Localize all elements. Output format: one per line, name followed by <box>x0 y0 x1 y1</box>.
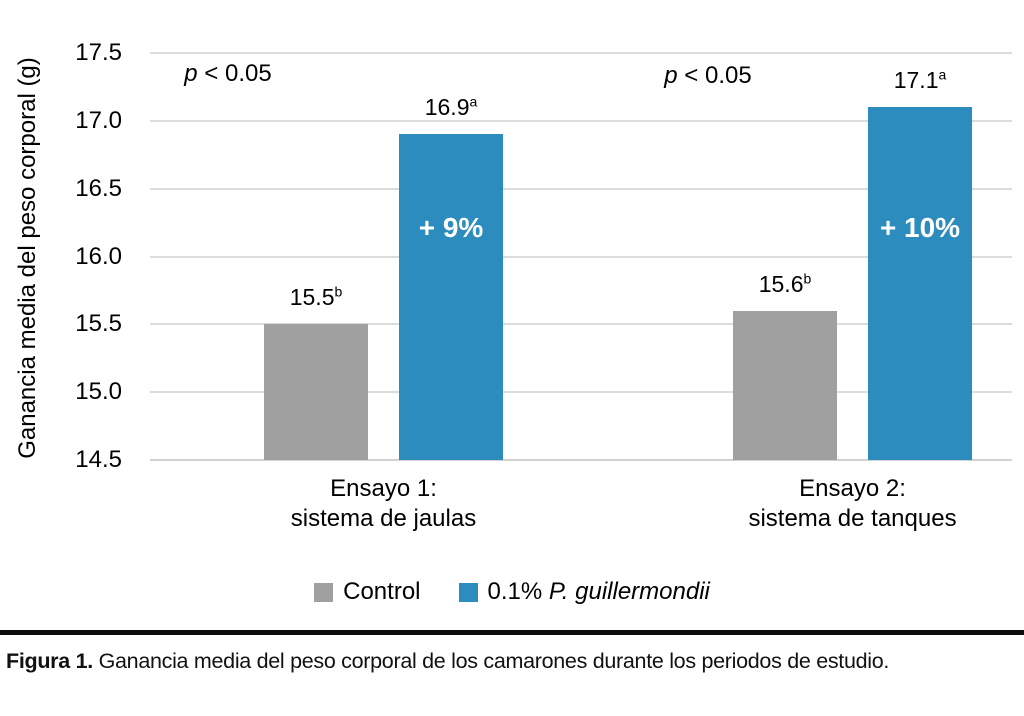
guillermondii-swatch-icon <box>458 582 478 602</box>
gridline-y-17.0 <box>150 119 1012 122</box>
y-tick-label-14.5: 14.5 <box>75 446 122 473</box>
bar-guillermondii-group2 <box>868 107 972 460</box>
percent-gain-label: + 10% <box>879 212 961 243</box>
p-value-annotation-group2: p < 0.05 <box>598 63 818 89</box>
gridline-y-16.0 <box>150 255 1012 258</box>
caption-text: Ganancia media del peso corporal de los … <box>92 649 890 673</box>
y-tick-label-15.5: 15.5 <box>75 310 122 338</box>
x-category-label-group1: Ensayo 1: sistema de jaulas <box>290 475 477 532</box>
p-value-annotation-group1: p < 0.05 <box>118 61 338 87</box>
p-symbol: p <box>184 60 198 87</box>
bar-control-group1 <box>264 324 368 460</box>
y-tick-label-16.5: 16.5 <box>75 174 122 202</box>
gridline-y-14.5 <box>150 459 1012 461</box>
p-symbol: p <box>664 62 678 89</box>
caption-label: Figura 1. <box>6 649 93 673</box>
chart-legend: Control 0.1% P. guillermondii <box>0 578 1024 606</box>
bar-value-label: 17.1a <box>893 66 947 94</box>
legend-label-control: Control <box>343 578 421 605</box>
legend-item-control: Control <box>314 578 421 606</box>
bar-value-label: 15.5b <box>289 283 343 311</box>
bar-control-group2 <box>733 310 837 460</box>
y-tick-label-17.5: 17.5 <box>75 39 122 66</box>
bar-value-label: 15.6b <box>758 270 812 297</box>
y-tick-label-15.0: 15.0 <box>75 378 122 406</box>
x-category-label-group2: Ensayo 2: sistema de tanques <box>748 475 957 532</box>
legend-label-guillermondii: 0.1% P. guillermondii <box>487 578 710 605</box>
p-value-text: < 0.05 <box>677 62 752 89</box>
figure-caption: Figura 1. Ganancia media del peso corpor… <box>6 648 1016 675</box>
gridline-y-17.5 <box>150 52 1012 54</box>
percent-gain-label: + 9% <box>418 212 484 243</box>
gridline-y-15.5 <box>150 323 1012 326</box>
bar-guillermondii-group1 <box>399 134 503 460</box>
bar-value-label: 16.9a <box>424 93 478 121</box>
gridline-y-16.5 <box>150 187 1012 190</box>
legend-item-guillermondii: 0.1% P. guillermondii <box>458 578 710 606</box>
y-tick-label-16.0: 16.0 <box>75 242 122 270</box>
y-tick-label-17.0: 17.0 <box>75 106 122 134</box>
gridline-y-15.0 <box>150 391 1012 394</box>
p-value-text: < 0.05 <box>197 60 272 87</box>
control-swatch-icon <box>314 582 334 602</box>
caption-divider-rule <box>0 630 1024 635</box>
